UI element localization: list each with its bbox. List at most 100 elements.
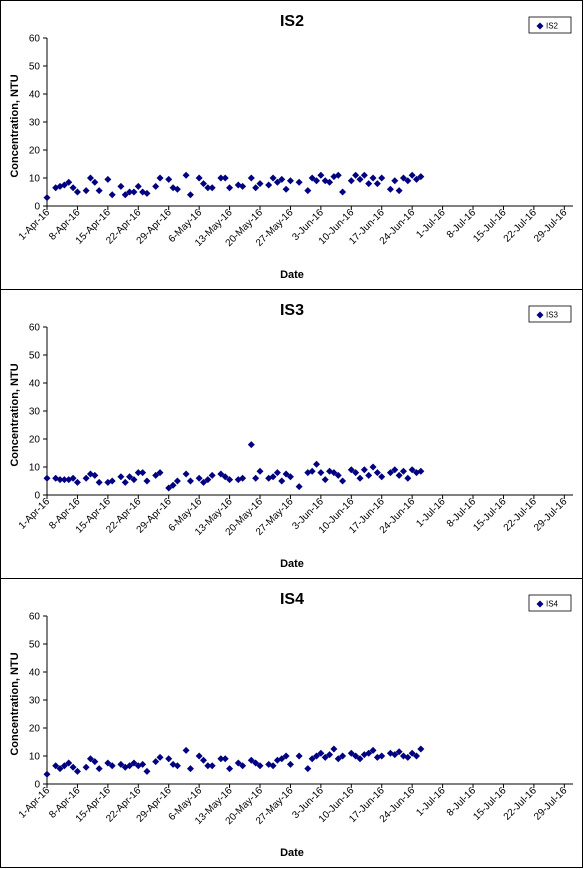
data-point (126, 473, 134, 481)
data-point (56, 765, 64, 773)
legend-marker (536, 22, 544, 30)
data-point (221, 473, 229, 481)
data-point (269, 473, 277, 481)
data-point (360, 751, 368, 759)
data-point (239, 182, 247, 190)
data-point (295, 483, 303, 491)
y-tick-label: 30 (29, 118, 41, 129)
x-tick-label: 1-Jul-16 (414, 785, 448, 819)
data-point (386, 749, 394, 757)
data-point (252, 184, 260, 192)
data-point (247, 756, 255, 764)
data-point (139, 469, 147, 477)
data-point (417, 745, 425, 753)
data-point (204, 476, 212, 484)
data-point (339, 188, 347, 196)
data-point (165, 484, 173, 492)
data-point (365, 749, 373, 757)
data-point (265, 181, 273, 189)
data-point (326, 751, 334, 759)
data-point (65, 178, 73, 186)
data-point (199, 478, 207, 486)
data-point (339, 477, 347, 485)
data-point (356, 175, 364, 183)
data-point (195, 474, 203, 482)
data-point (152, 471, 160, 479)
y-tick-label: 60 (29, 612, 41, 623)
chart-title: IS3 (280, 302, 304, 319)
data-point (326, 178, 334, 186)
data-point (347, 466, 355, 474)
x-tick-label: 29-Jul-16 (532, 785, 570, 823)
data-point (395, 187, 403, 195)
data-point (156, 174, 164, 182)
data-point (108, 191, 116, 199)
data-point (134, 182, 142, 190)
chart-panel-is2: IS2 Concentration, NTU Date IS2 0 10 20 30 4… (0, 0, 583, 290)
y-tick-label: 30 (29, 407, 41, 418)
data-point (199, 180, 207, 188)
data-point (199, 756, 207, 764)
data-point (282, 470, 290, 478)
data-point (313, 460, 321, 468)
data-point (308, 174, 316, 182)
data-point (369, 463, 377, 471)
data-point (221, 755, 229, 763)
data-point (121, 191, 129, 199)
data-point (208, 184, 216, 192)
data-point (295, 178, 303, 186)
data-point (352, 171, 360, 179)
data-point (286, 473, 294, 481)
data-point (356, 474, 364, 482)
y-tick-label: 10 (29, 174, 41, 185)
legend-marker (536, 311, 544, 319)
y-tick-label: 10 (29, 463, 41, 474)
data-point (91, 178, 99, 186)
data-point (204, 184, 212, 192)
data-point (256, 762, 264, 770)
chart-title: IS4 (280, 591, 304, 608)
data-point (86, 174, 94, 182)
data-point (256, 180, 264, 188)
data-point (143, 477, 151, 485)
data-point (391, 177, 399, 185)
x-ticks: 1-Apr-168-Apr-1615-Apr-1622-Apr-1629-Apr… (17, 784, 570, 827)
data-point (130, 476, 138, 484)
legend-marker (536, 600, 544, 608)
data-point (73, 478, 81, 486)
data-point (60, 181, 68, 189)
data-point (313, 752, 321, 760)
data-point (226, 476, 234, 484)
data-point (126, 188, 134, 196)
data-point (117, 473, 125, 481)
data-point (117, 182, 125, 190)
data-point (256, 467, 264, 475)
data-point (121, 478, 129, 486)
x-axis-title: Date (280, 269, 304, 281)
data-point (130, 759, 138, 767)
data-point (165, 175, 173, 183)
data-point (56, 476, 64, 484)
data-points (43, 745, 425, 778)
data-point (173, 185, 181, 193)
data-point (247, 174, 255, 182)
data-point (386, 469, 394, 477)
data-point (413, 752, 421, 760)
chart-title: IS2 (280, 13, 304, 30)
data-point (408, 171, 416, 179)
data-point (326, 467, 334, 475)
y-axis-title: Concentration, NTU (9, 74, 21, 177)
data-point (317, 171, 325, 179)
data-point (173, 477, 181, 485)
data-point (195, 174, 203, 182)
data-point (365, 180, 373, 188)
y-tick-label: 50 (29, 62, 41, 73)
data-point (295, 752, 303, 760)
legend-label: IS4 (546, 600, 559, 609)
y-tick-label: 60 (29, 34, 41, 45)
data-point (108, 762, 116, 770)
data-point (417, 467, 425, 475)
data-point (308, 467, 316, 475)
y-tick-label: 40 (29, 379, 41, 390)
data-point (95, 765, 103, 773)
